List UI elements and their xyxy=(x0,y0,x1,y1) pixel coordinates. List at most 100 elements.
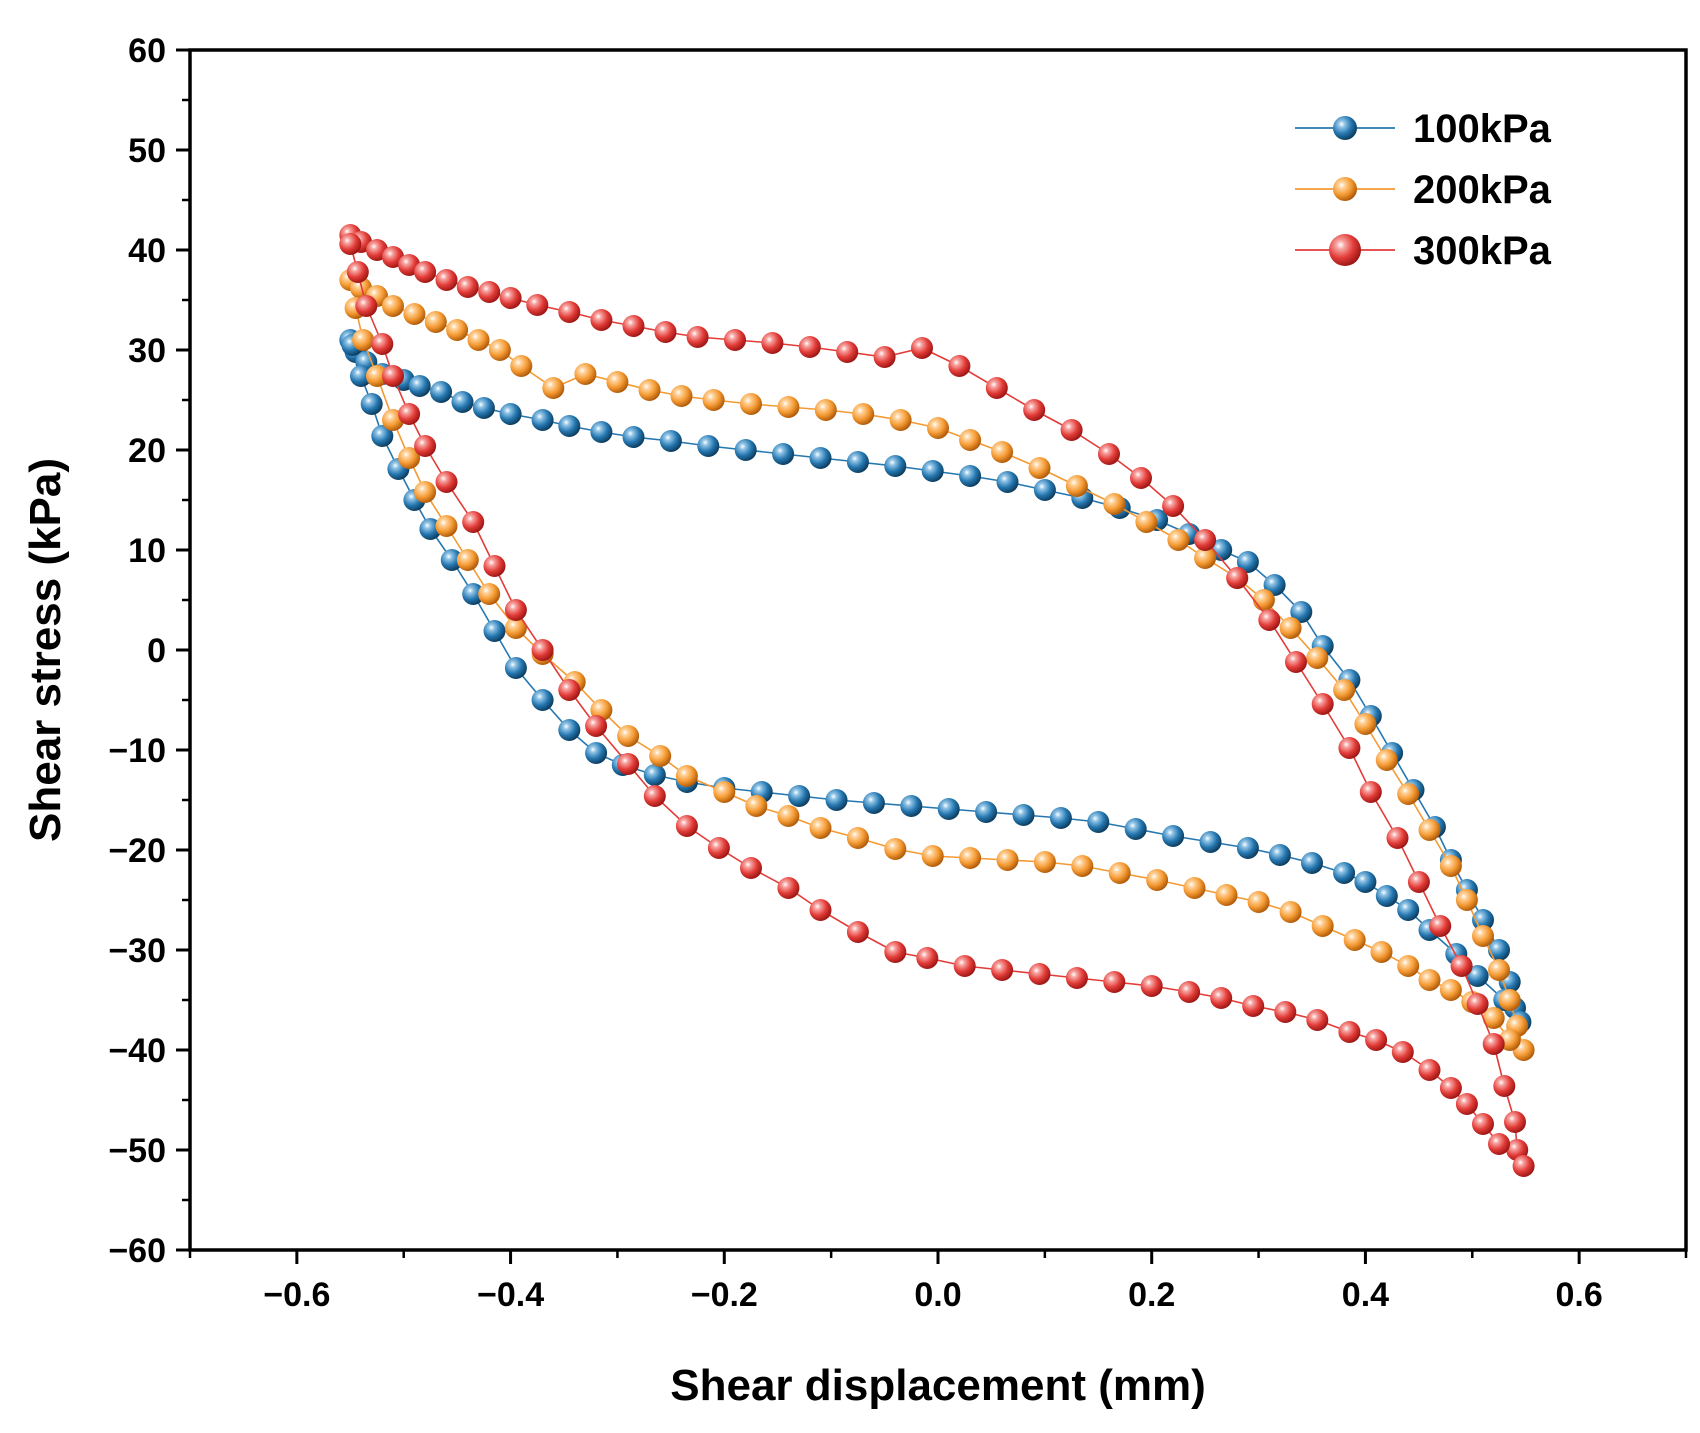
data-point xyxy=(435,269,458,291)
data-point xyxy=(1359,781,1382,803)
data-point xyxy=(456,549,479,571)
data-point xyxy=(1512,1155,1535,1177)
data-point xyxy=(707,837,730,859)
data-point xyxy=(1033,851,1056,873)
data-point xyxy=(1194,547,1217,569)
data-point xyxy=(504,657,527,679)
data-point xyxy=(1162,825,1185,847)
data-point xyxy=(1162,495,1185,517)
data-point xyxy=(1140,975,1163,997)
data-point xyxy=(1418,1059,1441,1081)
data-point xyxy=(1087,811,1110,833)
x-tick-label: 0.6 xyxy=(1556,1276,1603,1314)
data-point xyxy=(585,742,608,764)
data-point xyxy=(430,381,453,403)
x-tick-label: −0.6 xyxy=(263,1276,330,1314)
data-point xyxy=(1439,1077,1462,1099)
data-point xyxy=(446,319,469,341)
data-point xyxy=(488,339,511,361)
data-point xyxy=(991,959,1014,981)
data-point xyxy=(1236,551,1259,573)
data-point xyxy=(403,303,426,325)
data-point xyxy=(1365,1029,1388,1051)
data-point xyxy=(643,764,666,786)
data-point xyxy=(1455,889,1478,911)
y-tick-label: −30 xyxy=(108,932,166,970)
data-point xyxy=(504,617,527,639)
data-point xyxy=(398,403,421,425)
x-tick-label: −0.2 xyxy=(691,1276,758,1314)
data-point xyxy=(617,753,640,775)
y-tick-label: −60 xyxy=(108,1232,166,1270)
data-point xyxy=(1247,891,1270,913)
data-point xyxy=(900,795,923,817)
data-point xyxy=(1065,475,1088,497)
data-point xyxy=(788,785,811,807)
legend-label: 100kPa xyxy=(1413,107,1552,151)
data-point xyxy=(884,455,907,477)
data-point xyxy=(414,261,437,283)
data-point xyxy=(1285,651,1307,673)
data-point xyxy=(798,336,821,358)
data-point xyxy=(959,429,982,451)
data-point xyxy=(414,435,437,457)
legend-item-300kPa: 300kPa xyxy=(1295,229,1552,273)
data-point xyxy=(953,955,976,977)
y-tick-label: −20 xyxy=(108,832,166,870)
data-point xyxy=(1333,679,1356,701)
data-point xyxy=(675,815,698,837)
x-axis-ticks: −0.6 −0.4 −0.2 0.0 0.2 0.4 0.6 xyxy=(188,1250,1688,1314)
data-point xyxy=(1060,419,1083,441)
y-tick-label: 0 xyxy=(147,632,166,670)
data-point xyxy=(1049,807,1072,829)
data-point xyxy=(478,281,501,303)
data-point xyxy=(1311,915,1334,937)
data-point xyxy=(352,329,375,351)
data-point xyxy=(585,715,608,737)
y-tick-label: 10 xyxy=(128,532,166,570)
data-point xyxy=(745,795,768,817)
y-tick-label: −10 xyxy=(108,732,166,770)
data-point xyxy=(959,465,982,487)
data-point xyxy=(734,439,757,461)
data-point xyxy=(1455,1093,1478,1115)
data-point xyxy=(675,765,698,787)
legend-item-200kPa: 200kPa xyxy=(1295,168,1552,212)
legend-marker xyxy=(1329,234,1361,266)
data-point xyxy=(1258,609,1281,631)
data-point xyxy=(686,326,709,348)
data-point xyxy=(846,921,869,943)
data-point xyxy=(483,620,506,642)
data-point xyxy=(382,295,404,317)
data-point xyxy=(1333,862,1356,884)
x-tick-label: 0.0 xyxy=(914,1276,961,1314)
data-point xyxy=(772,443,795,465)
data-point xyxy=(1242,995,1265,1017)
data-point xyxy=(371,425,394,447)
data-point xyxy=(884,838,907,860)
data-point xyxy=(435,515,458,537)
data-point xyxy=(483,555,506,577)
data-point xyxy=(558,679,581,701)
data-point xyxy=(777,805,800,827)
y-tick-label: 30 xyxy=(128,332,166,370)
data-point xyxy=(777,877,800,899)
data-point xyxy=(414,481,437,503)
data-point xyxy=(996,849,1019,871)
data-point xyxy=(1343,929,1366,951)
data-point xyxy=(504,599,527,621)
data-point xyxy=(697,435,720,457)
data-point xyxy=(1311,693,1334,715)
y-tick-label: 60 xyxy=(128,32,166,70)
data-point xyxy=(884,941,907,963)
data-point xyxy=(1252,589,1275,611)
data-point xyxy=(873,346,896,368)
data-point xyxy=(1012,804,1035,826)
data-point xyxy=(467,329,490,351)
data-point xyxy=(1178,981,1201,1003)
data-point xyxy=(836,341,859,363)
x-tick-label: −0.4 xyxy=(477,1276,544,1314)
data-point xyxy=(1199,831,1222,853)
data-point xyxy=(889,409,912,431)
